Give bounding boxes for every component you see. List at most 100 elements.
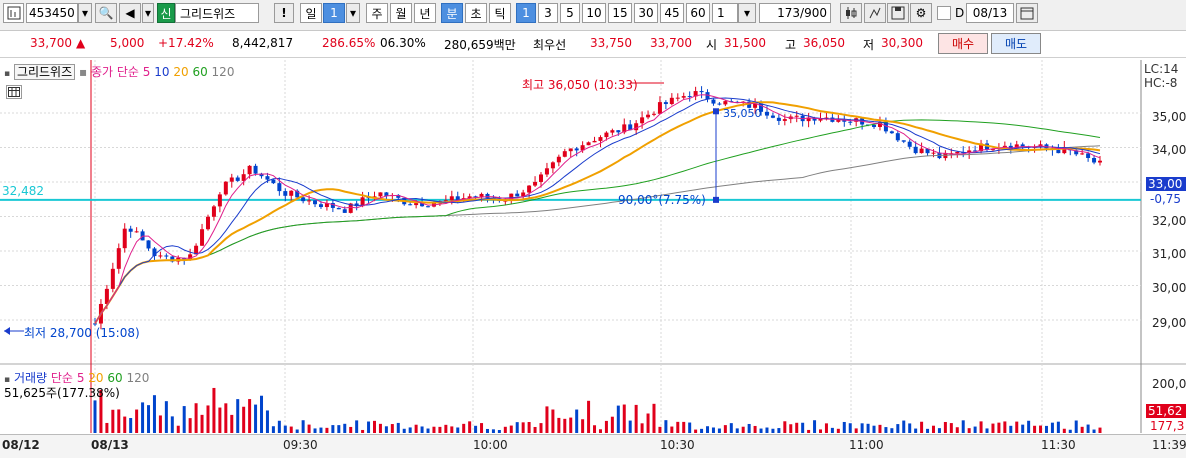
volume-legend-ma[interactable]: 단순 <box>50 371 73 385</box>
period-dropdown-icon[interactable]: ▾ <box>346 3 360 23</box>
period-tick[interactable]: 틱 <box>489 3 511 23</box>
crosshair-tool-icon[interactable] <box>864 3 886 23</box>
candle <box>503 200 508 202</box>
data-count-field[interactable]: 173/900 <box>759 3 831 23</box>
candle <box>610 130 615 133</box>
candle <box>509 193 514 201</box>
chart-type-icon[interactable] <box>3 3 24 23</box>
candle <box>182 257 187 261</box>
interval-60[interactable]: 60 <box>686 3 710 23</box>
price-chart[interactable] <box>0 57 1186 457</box>
search-icon[interactable]: 🔍 <box>95 3 117 23</box>
volume-bar <box>277 420 281 433</box>
candle-tool-icon[interactable] <box>840 3 862 23</box>
ma20-label: 20 <box>173 65 189 79</box>
volume-bar <box>497 429 501 433</box>
volume-bar <box>135 409 139 433</box>
calendar-icon[interactable] <box>1016 3 1038 23</box>
volume-bar <box>390 424 394 433</box>
period-minute[interactable]: 분 <box>441 3 463 23</box>
volume-bar <box>545 406 549 433</box>
candle <box>348 203 353 213</box>
buy-button[interactable]: 매수 <box>938 33 988 54</box>
volume-bar <box>1086 424 1090 433</box>
ma120-label: 120 <box>211 65 235 79</box>
next-dropdown-icon[interactable]: ▾ <box>142 3 154 23</box>
candle <box>693 91 698 97</box>
date-checkbox[interactable] <box>937 6 951 20</box>
volume-bar <box>485 428 489 433</box>
sell-button[interactable]: 매도 <box>991 33 1041 54</box>
period-day-count[interactable]: 1 <box>323 3 345 23</box>
volume-bar <box>367 421 371 433</box>
candle <box>562 151 567 157</box>
interval-1[interactable]: 1 <box>516 3 536 23</box>
volume-y-tick: 200,0 <box>1152 377 1186 391</box>
period-week[interactable]: 주 <box>366 3 388 23</box>
change-up-icon: ▲ <box>76 36 86 50</box>
candle <box>134 231 139 233</box>
volume-bar <box>819 429 823 433</box>
volume-bar <box>99 389 103 433</box>
candle <box>640 117 645 124</box>
volume-bar <box>783 421 787 433</box>
volume-bar <box>753 425 757 433</box>
volume-bar <box>967 428 971 433</box>
prev-stock-icon[interactable]: ◀ <box>119 3 141 23</box>
volume-bar <box>242 406 246 433</box>
candle <box>604 132 609 138</box>
candle <box>152 248 157 257</box>
interval-count-dropdown-icon[interactable]: ▾ <box>738 3 756 23</box>
table-icon[interactable] <box>6 85 22 99</box>
price-legend-name[interactable]: 그리드위즈 <box>13 64 76 80</box>
volume-bar <box>420 426 424 433</box>
period-second[interactable]: 초 <box>465 3 487 23</box>
volume-bar <box>491 429 495 433</box>
save-icon[interactable] <box>887 3 909 23</box>
price-legend-ma[interactable]: 종가 단순 <box>90 65 139 79</box>
code-dropdown-icon[interactable]: ▾ <box>78 3 92 23</box>
volume-bar <box>158 415 162 433</box>
y-tick: 30,000 <box>1152 281 1186 295</box>
date-input[interactable]: 08/13 <box>966 3 1014 23</box>
ma60-line <box>94 119 1101 324</box>
period-year[interactable]: 년 <box>414 3 436 23</box>
candle <box>336 207 341 210</box>
candle <box>515 193 520 197</box>
interval-30[interactable]: 30 <box>634 3 658 23</box>
interval-45[interactable]: 45 <box>660 3 684 23</box>
period-day[interactable]: 일 <box>300 3 322 23</box>
measure-handle <box>713 196 719 203</box>
candle <box>967 150 972 154</box>
volume-bar <box>973 426 977 433</box>
volume-bar <box>640 423 644 433</box>
candle <box>318 204 323 208</box>
stock-code-input[interactable]: 453450 <box>26 3 78 23</box>
volume-bar <box>307 424 311 433</box>
period-month[interactable]: 월 <box>390 3 412 23</box>
volume-bar <box>468 421 472 433</box>
interval-5[interactable]: 5 <box>560 3 580 23</box>
candle <box>110 268 115 289</box>
volume-bar <box>676 421 680 433</box>
candle <box>93 323 97 325</box>
candle <box>283 191 288 196</box>
interval-3[interactable]: 3 <box>538 3 558 23</box>
gear-icon[interactable]: ⚙ <box>910 3 932 23</box>
volume-legend-name[interactable]: 거래량 <box>13 371 48 385</box>
candle <box>289 190 294 196</box>
volume-bar <box>741 426 745 433</box>
interval-15[interactable]: 15 <box>608 3 632 23</box>
volume-bar <box>902 420 906 433</box>
candle <box>271 179 276 184</box>
volume-bar <box>361 429 365 433</box>
low-annotation: 최저 28,700 (15:08) <box>24 326 140 340</box>
volume-bar <box>1074 420 1078 433</box>
alert-button[interactable]: ! <box>274 3 294 23</box>
interval-10[interactable]: 10 <box>582 3 606 23</box>
volume-bar <box>723 425 727 433</box>
interval-count-input[interactable]: 1 <box>712 3 738 23</box>
candle <box>229 177 234 182</box>
candle <box>580 145 585 151</box>
stock-name-field[interactable]: 그리드위즈 <box>175 3 259 23</box>
